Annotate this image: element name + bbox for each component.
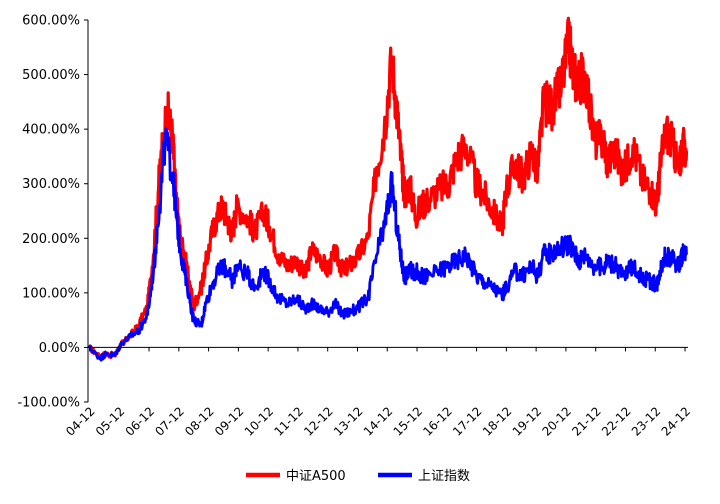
x-tick-label: 06-12 bbox=[123, 404, 158, 439]
series-line-1 bbox=[88, 16, 689, 361]
x-tick-label: 23-12 bbox=[629, 404, 664, 439]
legend-label-1: 中证A500 bbox=[286, 469, 346, 484]
x-tick-label: 24-12 bbox=[659, 404, 694, 439]
x-tick-label: 13-12 bbox=[331, 404, 366, 439]
y-tick-label: -100.00% bbox=[17, 396, 80, 411]
x-tick-label: 15-12 bbox=[391, 404, 426, 439]
x-tick-label: 17-12 bbox=[450, 404, 485, 439]
x-tick-label: 16-12 bbox=[420, 404, 455, 439]
y-tick-label: 500.00% bbox=[22, 68, 80, 83]
y-axis-ticks: -100.00% 0.00% 100.00% 200.00% 300.00% 400.00… bbox=[17, 14, 88, 411]
y-tick-label: 600.00% bbox=[22, 14, 80, 29]
legend: 中证A500 上证指数 bbox=[246, 469, 470, 484]
y-tick-label: 400.00% bbox=[22, 123, 80, 138]
y-tick-label: 0.00% bbox=[39, 341, 80, 356]
x-tick-label: 20-12 bbox=[539, 404, 574, 439]
y-tick-label: 200.00% bbox=[22, 232, 80, 247]
x-tick-label: 18-12 bbox=[480, 404, 515, 439]
axes bbox=[87, 20, 688, 402]
x-tick-label: 09-12 bbox=[212, 404, 247, 439]
y-tick-label: 300.00% bbox=[22, 177, 80, 192]
x-tick-label: 10-12 bbox=[242, 404, 277, 439]
x-tick-label: 12-12 bbox=[301, 404, 336, 439]
x-tick-label: 22-12 bbox=[599, 404, 634, 439]
x-axis-ticks: 04-1205-1206-1207-1208-1209-1210-1211-12… bbox=[63, 347, 694, 439]
x-tick-label: 08-12 bbox=[182, 404, 217, 439]
x-tick-label: 11-12 bbox=[271, 404, 306, 439]
series-lines bbox=[88, 16, 689, 362]
legend-label-2: 上证指数 bbox=[418, 469, 470, 484]
x-tick-label: 14-12 bbox=[361, 404, 396, 439]
x-tick-label: 19-12 bbox=[510, 404, 545, 439]
y-tick-label: 100.00% bbox=[22, 286, 80, 301]
x-tick-label: 07-12 bbox=[152, 404, 187, 439]
x-tick-label: 21-12 bbox=[569, 404, 604, 439]
x-tick-label: 05-12 bbox=[93, 404, 128, 439]
series-line-2 bbox=[88, 127, 688, 362]
